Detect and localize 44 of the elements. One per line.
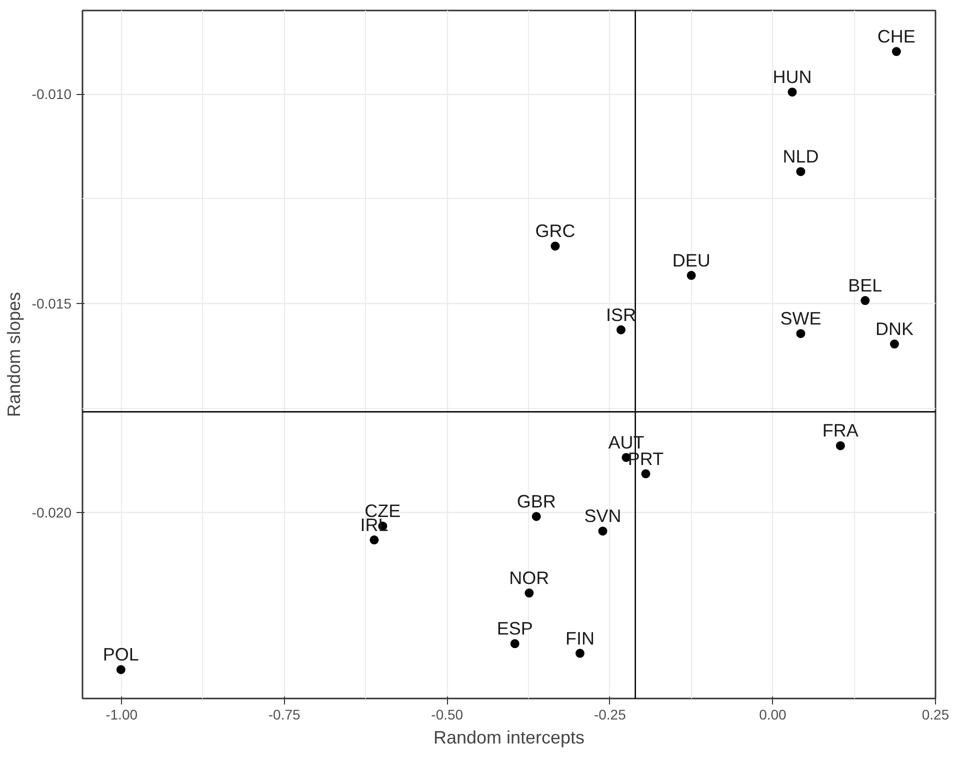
annotation: NOR — [509, 568, 550, 588]
point — [796, 167, 806, 176]
x-axis-title: Random intercepts — [433, 728, 585, 748]
point — [686, 270, 696, 280]
point — [370, 535, 379, 544]
annotation: GRC — [535, 221, 576, 242]
point — [575, 648, 584, 658]
annotation: SVN — [584, 506, 622, 526]
x-tick-label: -0.75 — [268, 706, 301, 722]
annotation: NLD — [782, 146, 819, 167]
y-tick-label: -0.010 — [32, 86, 72, 102]
x-tick-label: -0.25 — [594, 706, 626, 722]
point — [836, 441, 845, 450]
point — [524, 588, 534, 598]
point — [860, 296, 870, 306]
annotation: FIN — [565, 628, 594, 648]
point — [890, 340, 899, 349]
point — [788, 88, 797, 97]
annotation: DNK — [875, 319, 914, 340]
point — [532, 512, 541, 521]
point — [598, 526, 608, 536]
point — [116, 665, 126, 674]
annotation: HUN — [772, 67, 812, 88]
x-tick-label: -1.00 — [106, 706, 138, 722]
point — [796, 329, 806, 338]
annotation: GBR — [516, 491, 556, 512]
y-tick-label: -0.015 — [32, 295, 72, 312]
y-tick-label: -0.020 — [32, 504, 72, 521]
x-tick-label: 0.00 — [759, 706, 787, 722]
point — [616, 325, 626, 334]
annotation: ESP — [496, 618, 533, 639]
annotation: FRA — [822, 420, 858, 441]
point — [510, 639, 520, 648]
point — [550, 242, 560, 251]
annotation: CHE — [877, 26, 916, 47]
annotation: BEL — [848, 276, 882, 296]
x-tick-label: 0.25 — [922, 706, 950, 722]
annotation: DEU — [672, 250, 710, 270]
point — [892, 47, 901, 56]
x-tick-label: -0.50 — [431, 706, 464, 722]
annotation: POL — [102, 644, 139, 665]
point — [641, 469, 650, 478]
y-axis-title: Random slopes — [4, 292, 24, 418]
annotation: SWE — [780, 308, 822, 329]
